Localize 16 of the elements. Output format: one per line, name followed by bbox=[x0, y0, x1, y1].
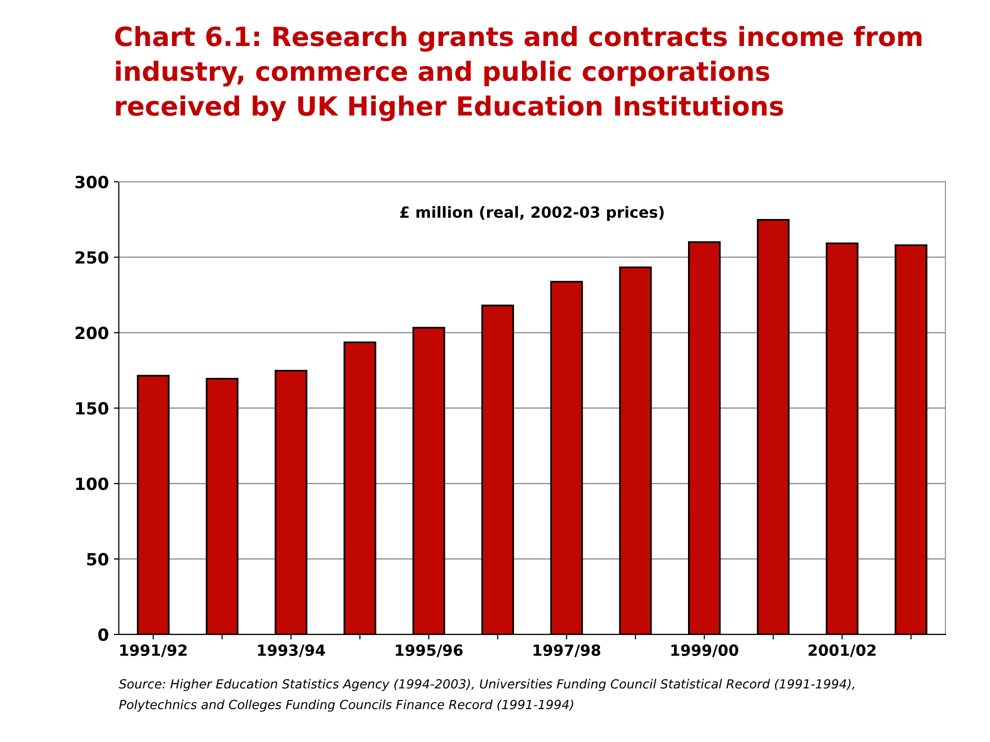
x-tick-label: 1997/98 bbox=[534, 644, 600, 658]
x-tick-label: 1999/00 bbox=[671, 644, 738, 658]
y-tick-label: 100 bbox=[76, 478, 108, 490]
x-tick-label: 1991/92 bbox=[120, 644, 187, 658]
y-tick-label: 0 bbox=[98, 628, 108, 641]
chart-title: Chart 6.1: Research grants and contracts income from industry, commerce and public corporations received by UK Higher Education Institutions bbox=[115, 26, 922, 122]
x-tick-label: 1995/96 bbox=[396, 644, 463, 658]
y-tick-label: 300 bbox=[75, 176, 108, 188]
y-tick-label: 50 bbox=[87, 552, 108, 566]
x-tick-label: 1993/94 bbox=[258, 644, 325, 658]
y-tick-label: 150 bbox=[76, 402, 108, 415]
source-note: Source: Higher Education Statistics Agency (1994-2003), Universities Funding Council Statistical Record (1991-1994), Polytechnics and Colleges Funding Councils Finance Record (1991-1994) bbox=[118, 678, 854, 712]
x-tick-label: 2001/02 bbox=[808, 644, 876, 658]
y-tick-label: 200 bbox=[76, 326, 108, 340]
y-axis-title: £ million (real, 2002-03 prices) bbox=[400, 206, 664, 221]
y-tick-label: 250 bbox=[76, 251, 108, 264]
